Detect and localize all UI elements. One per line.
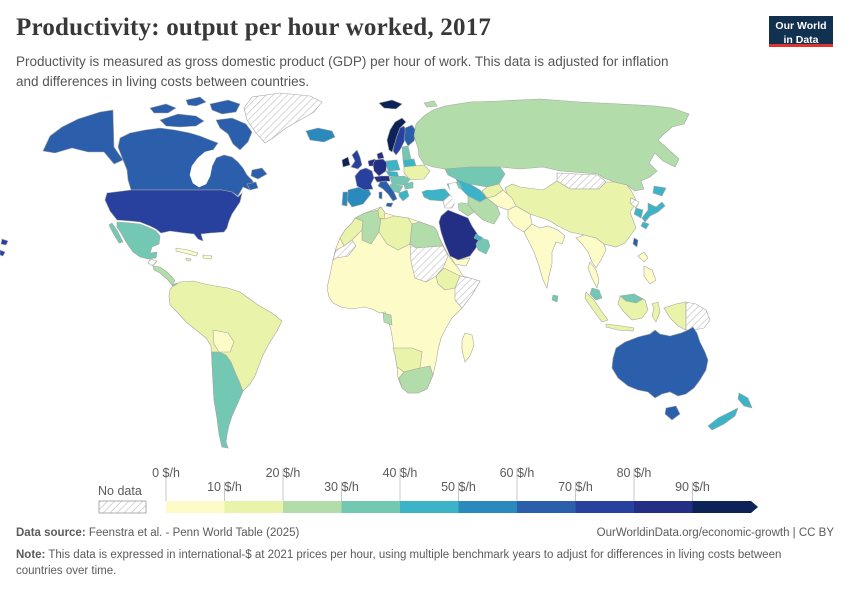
svg-text:80 $/h: 80 $/h — [617, 466, 652, 480]
svg-text:40 $/h: 40 $/h — [383, 466, 418, 480]
svg-text:0 $/h: 0 $/h — [152, 466, 180, 480]
svg-text:30 $/h: 30 $/h — [324, 480, 359, 494]
svg-text:10 $/h: 10 $/h — [207, 480, 242, 494]
svg-text:No data: No data — [98, 484, 142, 498]
svg-text:50 $/h: 50 $/h — [441, 480, 476, 494]
svg-text:90 $/h: 90 $/h — [675, 480, 710, 494]
svg-text:60 $/h: 60 $/h — [500, 466, 535, 480]
svg-text:20 $/h: 20 $/h — [266, 466, 301, 480]
svg-text:70 $/h: 70 $/h — [558, 480, 593, 494]
